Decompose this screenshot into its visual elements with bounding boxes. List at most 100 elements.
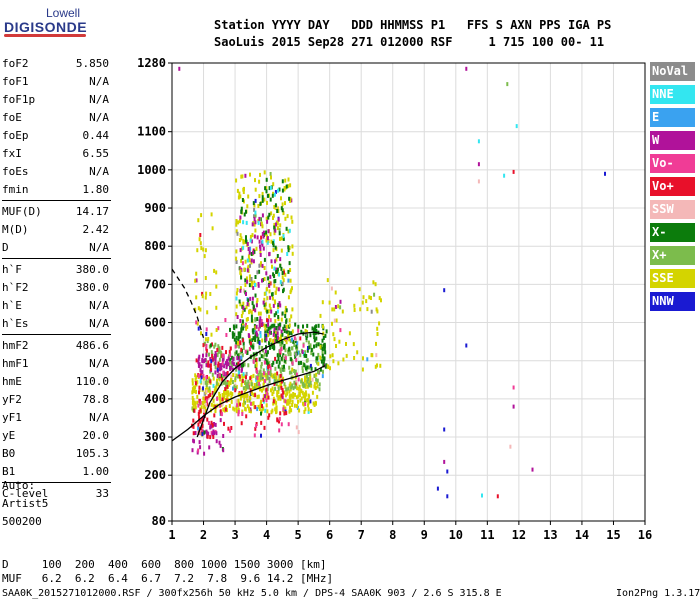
echo-point (294, 384, 297, 389)
echo-point (254, 228, 257, 233)
echo-point (205, 378, 208, 383)
echo-point (318, 382, 321, 387)
echo-point (254, 325, 257, 330)
echo-point (226, 384, 229, 389)
echo-point (196, 321, 199, 326)
echo-point (293, 343, 296, 347)
echo-point (276, 269, 279, 274)
echo-point (220, 373, 223, 378)
echo-point (235, 312, 238, 317)
param-row: MUF(D) 14.17 (2, 203, 109, 221)
echo-point (232, 324, 235, 329)
echo-point (255, 385, 258, 389)
echo-point (252, 201, 255, 206)
echo-point (287, 401, 290, 406)
echo-point (215, 305, 218, 310)
echo-point (249, 246, 252, 251)
echo-point (282, 211, 285, 216)
echo-point (261, 388, 263, 393)
echo-point (241, 174, 244, 179)
echo-point (196, 248, 199, 253)
echo-point (274, 290, 277, 295)
echo-point (269, 185, 272, 190)
echo-point (281, 387, 284, 392)
echo-point (249, 395, 251, 400)
echo-point (253, 203, 256, 208)
echo-point (216, 367, 219, 372)
echo-point (252, 373, 255, 378)
echo-point (249, 388, 252, 393)
echo-point (267, 395, 270, 400)
y-tick-label: 1100 (137, 125, 166, 139)
echo-point (284, 272, 287, 277)
echo-point (215, 270, 218, 275)
echo-point (315, 343, 318, 348)
echo-point (285, 318, 288, 323)
echo-point (280, 248, 283, 253)
echo-point (191, 390, 194, 395)
echo-point (282, 390, 285, 395)
echo-point (196, 394, 199, 399)
echo-point (290, 357, 293, 362)
echo-point (297, 394, 300, 399)
echo-point (238, 358, 241, 363)
param-value: 110.0 (75, 375, 109, 388)
echo-point (203, 342, 206, 347)
echo-point (361, 300, 364, 305)
echo-point (273, 192, 276, 197)
echo-point (239, 288, 242, 293)
param-label: foE (2, 111, 22, 124)
echo-point (197, 422, 200, 427)
param-value: 1.80 (82, 183, 110, 196)
echo-point (305, 366, 307, 371)
echo-point (245, 414, 248, 419)
echo-point (215, 353, 217, 358)
echo-point (322, 369, 324, 374)
echo-point (515, 124, 518, 129)
echo-point (307, 377, 310, 382)
echo-point (203, 359, 205, 364)
echo-point (319, 344, 322, 349)
echo-point (240, 236, 243, 241)
echo-point (245, 238, 247, 243)
echo-point (241, 310, 244, 315)
param-value: 5.850 (75, 57, 109, 70)
echo-point (237, 398, 240, 403)
echo-point (268, 289, 271, 294)
param-row: yF1 N/A (2, 409, 109, 427)
echo-point (317, 323, 320, 328)
echo-point (252, 345, 255, 350)
echo-point (254, 405, 257, 410)
echo-point (210, 350, 213, 355)
echo-point (257, 204, 260, 208)
param-label: fmin (2, 183, 29, 196)
echo-point (290, 385, 293, 390)
echo-point (216, 396, 219, 401)
echo-point (215, 439, 218, 444)
echo-point (206, 434, 209, 439)
echo-point (296, 341, 299, 346)
echo-point (240, 258, 243, 263)
echo-point (318, 387, 321, 392)
echo-point (275, 409, 278, 414)
echo-point (261, 338, 264, 343)
echo-point (227, 390, 230, 395)
echo-point (331, 321, 333, 326)
echo-point (205, 375, 208, 380)
echo-point (199, 419, 202, 424)
echo-point (192, 398, 195, 403)
echo-point (261, 322, 264, 326)
echo-point (195, 358, 198, 363)
echo-point (237, 331, 240, 336)
echo-point (242, 239, 245, 244)
echo-point (477, 162, 480, 167)
echo-point (242, 326, 245, 331)
param-value: N/A (89, 93, 109, 106)
echo-point (303, 409, 306, 414)
echo-point (203, 408, 205, 413)
echo-point (272, 303, 275, 308)
echo-point (295, 348, 298, 353)
echo-point (251, 280, 253, 285)
echo-point (222, 380, 225, 385)
echo-point (368, 295, 371, 300)
